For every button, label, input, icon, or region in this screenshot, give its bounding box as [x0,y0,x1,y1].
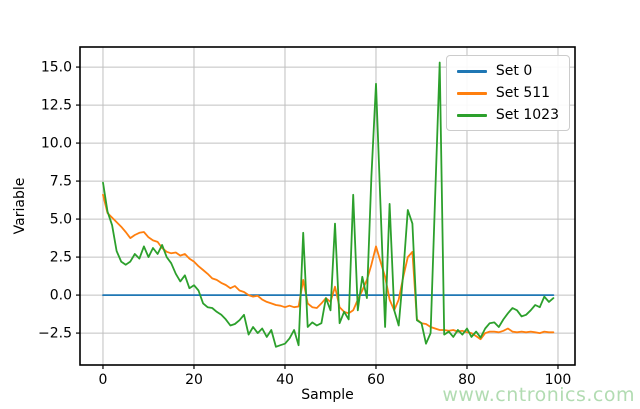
legend-label: Set 0 [495,63,533,79]
y-tick-label: 2.5 [50,250,72,266]
legend-line-swatch [456,113,487,117]
series-line-set-1023 [102,61,555,348]
legend-item-set-0: Set 0 [456,63,559,79]
legend: Set 0 Set 511 Set 1023 [445,55,570,131]
x-tick-label: 80 [458,372,476,388]
legend-line-swatch [456,91,487,95]
y-tick-label: −2.5 [38,326,72,342]
x-tick-label: 20 [185,372,203,388]
legend-label: Set 511 [495,85,551,101]
legend-item-set-511: Set 511 [456,85,559,101]
x-tick-label: 100 [545,372,572,388]
y-axis-label: Variable [12,177,28,235]
x-tick-label: 40 [276,372,294,388]
y-tick-label: 15.0 [41,60,72,76]
plot-border [79,46,576,366]
x-tick-label: 60 [367,372,385,388]
x-tick-label: 0 [99,372,108,388]
legend-item-set-1023: Set 1023 [456,107,559,123]
y-tick-label: 10.0 [41,136,72,152]
y-tick-label: 5.0 [50,212,72,228]
legend-label: Set 1023 [495,107,559,123]
series-line-set-511 [102,193,555,341]
watermark: www.cntronics.com [442,384,635,406]
y-tick-label: 7.5 [50,174,72,190]
y-tick-label: 12.5 [41,98,72,114]
y-tick-label: 0.0 [50,288,72,304]
legend-line-swatch [456,69,487,73]
x-axis-label: Sample [301,387,354,403]
